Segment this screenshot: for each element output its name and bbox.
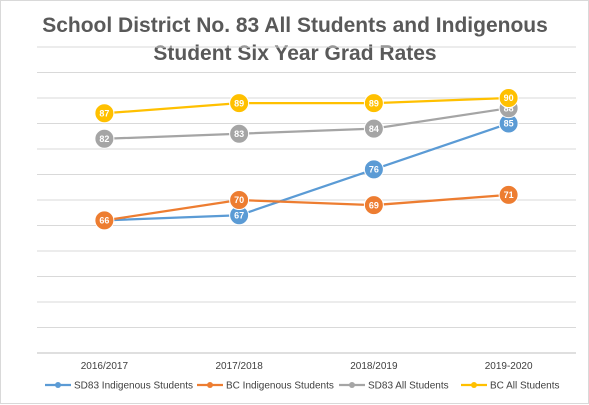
x-axis-tick-labels: 2016/2017 2017/2018 2018/2019 2019-2020	[81, 361, 533, 372]
data-markers: 67 76 85 66 70 69 71 82 83 84 88 87 89 89 90	[94, 88, 519, 231]
legend-swatch-marker	[55, 382, 61, 388]
x-tick-label: 2018/2019	[350, 361, 398, 372]
legend-label: SD83 Indigenous Students	[74, 381, 193, 392]
data-point	[363, 159, 384, 180]
data-label: 88	[504, 103, 514, 113]
legend-swatch-marker	[207, 382, 213, 388]
legend: SD83 Indigenous Students BC Indigenous St…	[45, 381, 559, 392]
data-label: 82	[99, 134, 109, 144]
data-point	[94, 128, 115, 149]
data-point	[229, 123, 250, 144]
data-label: 76	[369, 165, 379, 175]
series-line-1	[103, 122, 510, 222]
data-label: 83	[234, 129, 244, 139]
data-point	[498, 184, 519, 205]
x-tick-label: 2016/2017	[81, 361, 129, 372]
data-point	[363, 195, 384, 216]
legend-label: BC All Students	[490, 381, 559, 392]
data-point	[94, 210, 115, 231]
gridlines	[37, 46, 576, 354]
data-point	[363, 93, 384, 114]
chart-title-line-1: School District No. 83 All Students and …	[42, 14, 548, 37]
legend-label: SD83 All Students	[368, 381, 449, 392]
data-label: 70	[234, 195, 244, 205]
series-line-4	[103, 96, 510, 115]
data-label: 84	[369, 124, 379, 134]
series-line-2	[103, 193, 510, 222]
data-point	[498, 88, 519, 108]
data-label: 69	[369, 200, 379, 210]
x-tick-label: 2017/2018	[215, 361, 263, 372]
data-label: 89	[234, 98, 244, 108]
data-label: 85	[504, 119, 514, 129]
series-lines	[103, 96, 510, 222]
data-point	[229, 190, 250, 210]
chart-title-line-2: Student Six Year Grad Rates	[153, 42, 436, 65]
data-label: 87	[99, 109, 109, 119]
legend-swatch-marker	[471, 382, 477, 388]
data-point	[94, 103, 115, 124]
series-line-3	[103, 107, 510, 140]
data-label: 67	[234, 211, 244, 221]
legend-swatch-marker	[349, 382, 355, 388]
data-label: 66	[99, 216, 109, 226]
data-label: 89	[369, 98, 379, 108]
data-label: 71	[504, 190, 514, 200]
data-point	[229, 93, 250, 114]
x-tick-label: 2019-2020	[485, 361, 533, 372]
data-point	[363, 118, 384, 139]
legend-label: BC Indigenous Students	[226, 381, 334, 392]
data-label: 90	[504, 93, 514, 103]
